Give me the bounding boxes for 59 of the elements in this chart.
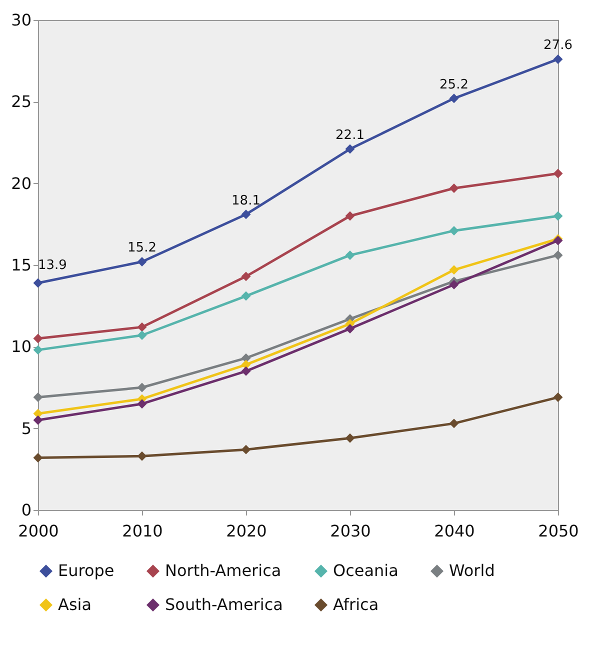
- point: [345, 433, 355, 443]
- legend-label: Europe: [58, 561, 114, 580]
- point: [449, 418, 459, 428]
- x-tick-label: 2030: [330, 522, 371, 540]
- point: [137, 399, 147, 409]
- data-label: 22.1: [336, 128, 364, 144]
- point: [449, 94, 459, 104]
- point: [241, 444, 251, 454]
- legend-label: South-America: [165, 595, 283, 614]
- x-tick-label: 2050: [538, 522, 579, 540]
- point: [33, 345, 43, 355]
- point: [241, 366, 251, 376]
- point: [33, 334, 43, 344]
- point: [33, 415, 43, 425]
- data-label: 15.2: [128, 240, 156, 256]
- x-tick-label: 2040: [434, 522, 475, 540]
- y-tick-label: 20: [11, 174, 32, 193]
- point: [449, 280, 459, 290]
- point: [553, 168, 563, 178]
- point: [241, 210, 251, 220]
- point: [137, 382, 147, 392]
- point: [449, 183, 459, 193]
- data-label: 25.2: [440, 77, 468, 92]
- point: [137, 451, 147, 461]
- y-tick-label: 30: [11, 10, 32, 30]
- y-tick-label: 5: [21, 418, 32, 438]
- legend-label: North-America: [165, 561, 282, 580]
- y-tick-label: 10: [11, 337, 32, 356]
- point: [241, 291, 251, 301]
- point: [345, 144, 355, 154]
- legend-label: Oceania: [333, 561, 398, 580]
- point: [553, 250, 563, 260]
- legend-label: Africa: [333, 595, 379, 614]
- point: [553, 54, 563, 64]
- point: [345, 324, 355, 334]
- x-tick-label: 2020: [226, 522, 267, 540]
- point: [33, 278, 43, 288]
- y-tick-label: 0: [21, 500, 32, 520]
- point: [345, 211, 355, 221]
- x-tick-label: 2000: [18, 522, 59, 540]
- data-label: 13.9: [38, 258, 67, 273]
- point: [553, 392, 563, 402]
- point: [137, 322, 147, 332]
- point: [33, 392, 43, 402]
- data-label: 27.6: [544, 38, 572, 54]
- point: [449, 265, 459, 275]
- point: [137, 330, 147, 340]
- point: [345, 250, 355, 260]
- y-tick-label: 15: [11, 256, 32, 274]
- point: [33, 452, 43, 462]
- point: [137, 256, 147, 266]
- data-label: 18.1: [232, 193, 260, 208]
- point: [553, 211, 563, 221]
- y-tick-label: 25: [11, 92, 32, 112]
- x-tick-label: 2010: [122, 522, 163, 540]
- point: [241, 272, 251, 282]
- point: [449, 226, 459, 236]
- legend-label: World: [449, 561, 495, 580]
- legend-label: Asia: [58, 595, 92, 614]
